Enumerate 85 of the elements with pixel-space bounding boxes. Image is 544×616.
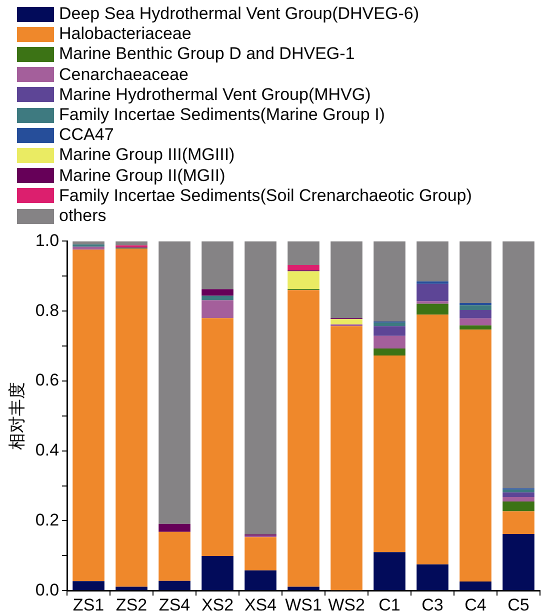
bar <box>374 241 406 322</box>
bar <box>416 284 448 302</box>
bar <box>502 502 534 512</box>
legend-label: Marine Hydrothermal Vent Group(MHVG) <box>59 84 371 106</box>
y-tick-label: 1.0 <box>35 230 60 250</box>
bar <box>288 241 320 265</box>
bar <box>202 556 234 590</box>
bar <box>502 511 534 534</box>
bar <box>158 241 190 524</box>
bar <box>288 264 320 270</box>
bar <box>460 582 492 590</box>
x-tick-label: C5 <box>508 595 530 614</box>
bar <box>72 246 104 250</box>
bar <box>502 492 534 497</box>
bar <box>116 241 148 246</box>
y-tick-label: 0.4 <box>35 440 60 460</box>
bar <box>460 330 492 582</box>
bar <box>116 586 148 590</box>
bar <box>72 581 104 590</box>
bar <box>330 326 362 590</box>
bar <box>288 290 320 587</box>
x-tick-label: ZS2 <box>116 595 148 614</box>
bar <box>460 310 492 318</box>
bar <box>244 570 276 590</box>
bar <box>158 580 190 590</box>
x-tick-label: C1 <box>378 595 400 614</box>
bar <box>330 319 362 324</box>
bar <box>460 318 492 326</box>
y-tick-label: 0.8 <box>35 300 60 320</box>
bar <box>374 355 406 552</box>
bar <box>460 305 492 310</box>
bar <box>158 524 190 532</box>
x-tick-label: ZS4 <box>158 595 190 614</box>
legend-label: Deep Sea Hydrothermal Vent Group(DHVEG-6) <box>59 4 419 24</box>
legend-label: Marine Group II(MGII) <box>59 166 226 186</box>
bar <box>374 552 406 590</box>
bar <box>502 496 534 502</box>
bar <box>416 314 448 564</box>
x-tick-label: ZS1 <box>72 595 104 614</box>
legend-label: Family Incertae Sediments(Soil Crenarchaeotic Group) <box>59 186 472 206</box>
bar <box>374 326 406 336</box>
bar <box>288 271 320 290</box>
bar <box>416 281 448 284</box>
bar <box>72 241 104 244</box>
bar <box>502 241 534 488</box>
y-tick-label: 0.6 <box>35 370 60 390</box>
bar <box>374 336 406 348</box>
bar <box>330 241 362 318</box>
bar <box>72 244 104 247</box>
bar <box>202 289 234 296</box>
bar <box>416 241 448 282</box>
bar <box>202 241 234 290</box>
bar <box>244 537 276 570</box>
bar <box>460 241 492 304</box>
legend-label: Marine Group III(MGIII) <box>59 145 235 166</box>
bar <box>502 534 534 590</box>
legend-label: others <box>59 206 106 226</box>
legend-label: Family Incertae Sediments(Marine Group I) <box>59 105 385 126</box>
x-tick-label: XS2 <box>201 595 234 614</box>
bar <box>202 296 234 300</box>
bar <box>202 300 234 318</box>
x-tick-label: C4 <box>464 595 486 614</box>
legend-label: Halobacteriaceae <box>59 24 192 44</box>
legend-label: CCA47 <box>59 125 114 146</box>
bar <box>374 348 406 356</box>
y-tick-label: 0.0 <box>35 580 60 600</box>
x-tick-label: XS4 <box>244 595 277 614</box>
bar <box>288 586 320 590</box>
x-tick-label: WS2 <box>328 595 365 614</box>
y-tick-label: 0.2 <box>35 510 60 530</box>
bar <box>460 325 492 330</box>
bar <box>202 318 234 556</box>
bar <box>502 490 534 492</box>
bar <box>116 248 148 587</box>
bar <box>374 322 406 326</box>
bar <box>244 241 276 534</box>
legend-label: Marine Benthic Group D and DHVEG-1 <box>59 44 355 65</box>
bar <box>72 250 104 582</box>
bar <box>158 532 190 581</box>
x-tick-label: WS1 <box>285 595 322 614</box>
y-axis-title: 相对丰度 <box>8 382 28 450</box>
bar <box>416 564 448 590</box>
x-tick-label: C3 <box>422 595 444 614</box>
bar <box>416 304 448 315</box>
legend-label: Cenarchaeaceae <box>59 64 188 85</box>
